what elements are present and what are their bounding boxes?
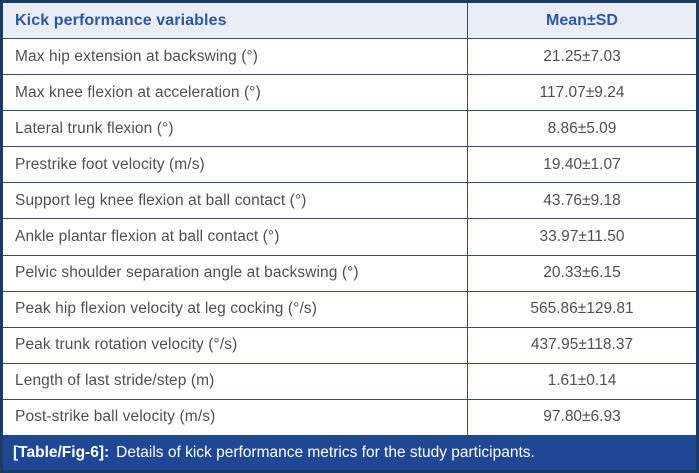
- table-row: Length of last stride/step (m) 1.61±0.14: [3, 362, 696, 399]
- value-cell: 20.33±6.15: [467, 255, 696, 291]
- value-cell: 97.80±6.93: [467, 399, 696, 435]
- column-header-mean-sd: Mean±SD: [467, 3, 696, 39]
- table-row: Max hip extension at backswing (°) 21.25…: [3, 38, 696, 75]
- value-cell: 565.86±129.81: [467, 291, 696, 327]
- table-header-row: Kick performance variables Mean±SD: [3, 3, 696, 39]
- table-row: Lateral trunk flexion (°) 8.86±5.09: [3, 110, 696, 147]
- variable-cell: Support leg knee flexion at ball contact…: [15, 191, 307, 209]
- variable-cell: Peak hip flexion velocity at leg cocking…: [15, 300, 317, 318]
- variable-cell: Length of last stride/step (m): [15, 372, 215, 390]
- variable-cell: Lateral trunk flexion (°): [15, 119, 174, 137]
- value-cell: 1.61±0.14: [467, 363, 696, 399]
- variable-cell: Post-strike ball velocity (m/s): [15, 408, 216, 426]
- table-row: Post-strike ball velocity (m/s) 97.80±6.…: [3, 398, 696, 435]
- column-header-variables: Kick performance variables: [15, 11, 227, 29]
- value-cell: 117.07±9.24: [467, 75, 696, 111]
- table-row: Ankle plantar flexion at ball contact (°…: [3, 218, 696, 255]
- variable-cell: Max knee flexion at acceleration (°): [15, 83, 261, 101]
- table-row: Prestrike foot velocity (m/s) 19.40±1.07: [3, 146, 696, 183]
- value-cell: 437.95±118.37: [467, 327, 696, 363]
- value-cell: 8.86±5.09: [467, 111, 696, 147]
- value-cell: 33.97±11.50: [467, 219, 696, 255]
- value-cell: 19.40±1.07: [467, 147, 696, 183]
- figure-caption: [Table/Fig-6]: Details of kick performan…: [3, 435, 696, 470]
- table-row: Support leg knee flexion at ball contact…: [3, 182, 696, 219]
- table-row: Max knee flexion at acceleration (°) 117…: [3, 74, 696, 111]
- table-row: Peak trunk rotation velocity (°/s) 437.9…: [3, 326, 696, 363]
- variable-cell: Pelvic shoulder separation angle at back…: [15, 264, 359, 282]
- caption-label: [Table/Fig-6]:: [13, 443, 110, 461]
- table-row: Pelvic shoulder separation angle at back…: [3, 254, 696, 291]
- value-cell: 43.76±9.18: [467, 183, 696, 219]
- table-row: Peak hip flexion velocity at leg cocking…: [3, 290, 696, 327]
- value-cell: 21.25±7.03: [467, 39, 696, 75]
- variable-cell: Ankle plantar flexion at ball contact (°…: [15, 228, 280, 245]
- variable-cell: Prestrike foot velocity (m/s): [15, 155, 205, 173]
- caption-text: Details of kick performance metrics for …: [116, 443, 535, 461]
- kick-performance-table: Kick performance variables Mean±SD Max h…: [3, 3, 696, 435]
- variable-cell: Peak trunk rotation velocity (°/s): [15, 336, 238, 354]
- variable-cell: Max hip extension at backswing (°): [15, 47, 259, 65]
